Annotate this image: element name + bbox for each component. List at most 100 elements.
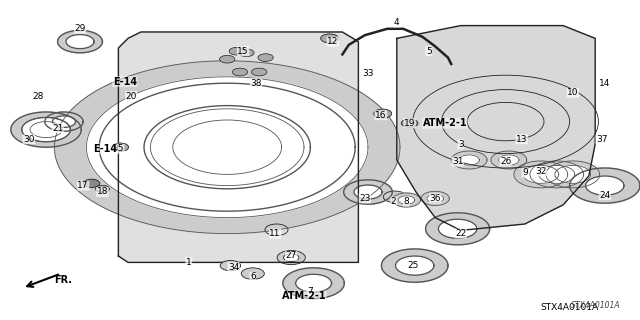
Text: 10: 10 [567, 88, 579, 97]
Circle shape [374, 109, 392, 118]
Polygon shape [296, 274, 332, 292]
Polygon shape [539, 165, 575, 183]
Text: 27: 27 [285, 252, 297, 260]
Text: 31: 31 [452, 157, 463, 166]
Polygon shape [144, 106, 310, 189]
Polygon shape [283, 268, 344, 299]
Text: 15: 15 [237, 47, 249, 56]
Polygon shape [22, 117, 70, 142]
Text: ATM-2-1: ATM-2-1 [422, 118, 467, 128]
Text: 24: 24 [599, 191, 611, 200]
Text: 2: 2 [391, 197, 396, 206]
Circle shape [83, 179, 100, 188]
Polygon shape [52, 116, 76, 127]
Polygon shape [86, 77, 368, 218]
Polygon shape [392, 193, 420, 207]
Text: 19: 19 [404, 119, 415, 128]
Polygon shape [426, 213, 490, 245]
Text: 33: 33 [362, 69, 374, 78]
Polygon shape [499, 155, 519, 165]
Text: 26: 26 [500, 157, 511, 166]
Text: 22: 22 [455, 229, 467, 238]
Polygon shape [396, 256, 434, 275]
Text: 37: 37 [596, 135, 607, 144]
Circle shape [284, 254, 299, 261]
Polygon shape [459, 155, 479, 165]
Text: STX4A0101A: STX4A0101A [571, 301, 621, 310]
Polygon shape [30, 122, 62, 138]
Text: 35: 35 [113, 144, 124, 153]
Polygon shape [99, 83, 355, 211]
Text: 38: 38 [250, 79, 262, 88]
Text: 6: 6 [250, 272, 255, 281]
Text: E-14: E-14 [113, 76, 137, 87]
Circle shape [258, 54, 273, 61]
Polygon shape [397, 26, 595, 230]
Text: 17: 17 [77, 181, 89, 190]
Polygon shape [530, 161, 584, 188]
Text: 20: 20 [125, 92, 137, 100]
Polygon shape [451, 151, 487, 169]
Text: 32: 32 [535, 167, 547, 176]
Circle shape [198, 133, 256, 162]
Polygon shape [173, 120, 282, 174]
Circle shape [220, 55, 235, 63]
Circle shape [252, 68, 267, 76]
Polygon shape [66, 35, 94, 49]
Text: 21: 21 [52, 124, 63, 132]
Text: 8: 8 [404, 197, 409, 206]
Circle shape [383, 191, 406, 203]
Text: 1: 1 [186, 258, 191, 267]
Circle shape [401, 119, 418, 127]
Polygon shape [22, 117, 70, 142]
Circle shape [220, 260, 241, 271]
Text: 34: 34 [228, 263, 239, 272]
Text: 5: 5 [426, 47, 431, 56]
Polygon shape [344, 180, 392, 204]
Polygon shape [11, 112, 81, 147]
Text: 11: 11 [269, 229, 281, 238]
Text: 23: 23 [359, 194, 371, 203]
Polygon shape [438, 219, 477, 238]
Polygon shape [491, 151, 527, 169]
Text: 14: 14 [599, 79, 611, 88]
Circle shape [241, 268, 264, 279]
Polygon shape [398, 196, 415, 204]
Text: 4: 4 [394, 18, 399, 27]
Text: 18: 18 [97, 188, 108, 196]
Text: ATM-2-1: ATM-2-1 [282, 291, 326, 301]
Circle shape [229, 47, 244, 55]
Text: 29: 29 [74, 24, 86, 33]
Polygon shape [354, 185, 382, 199]
Text: 13: 13 [516, 135, 527, 144]
Circle shape [95, 185, 109, 192]
Circle shape [277, 251, 305, 265]
Text: 25: 25 [407, 261, 419, 270]
Text: 7: 7 [308, 287, 313, 296]
Text: STX4A0101A: STX4A0101A [541, 303, 598, 312]
Polygon shape [58, 30, 102, 53]
Circle shape [232, 68, 248, 76]
Polygon shape [514, 161, 568, 188]
Text: FR.: FR. [54, 275, 72, 285]
Text: 30: 30 [23, 135, 35, 144]
Text: E-14: E-14 [93, 144, 118, 154]
Text: 36: 36 [429, 194, 441, 203]
Polygon shape [570, 168, 640, 203]
Text: 12: 12 [327, 37, 339, 46]
Polygon shape [45, 112, 83, 131]
Polygon shape [427, 194, 444, 203]
Polygon shape [546, 161, 600, 188]
Text: 16: 16 [375, 111, 387, 120]
Text: 9: 9 [522, 168, 527, 177]
Text: 28: 28 [33, 92, 44, 100]
Polygon shape [381, 249, 448, 282]
Text: 3: 3 [458, 140, 463, 148]
Circle shape [321, 34, 339, 43]
Polygon shape [54, 61, 400, 234]
Polygon shape [118, 32, 358, 262]
Circle shape [112, 143, 129, 151]
Circle shape [239, 49, 254, 57]
Polygon shape [523, 165, 559, 183]
Polygon shape [421, 191, 449, 205]
